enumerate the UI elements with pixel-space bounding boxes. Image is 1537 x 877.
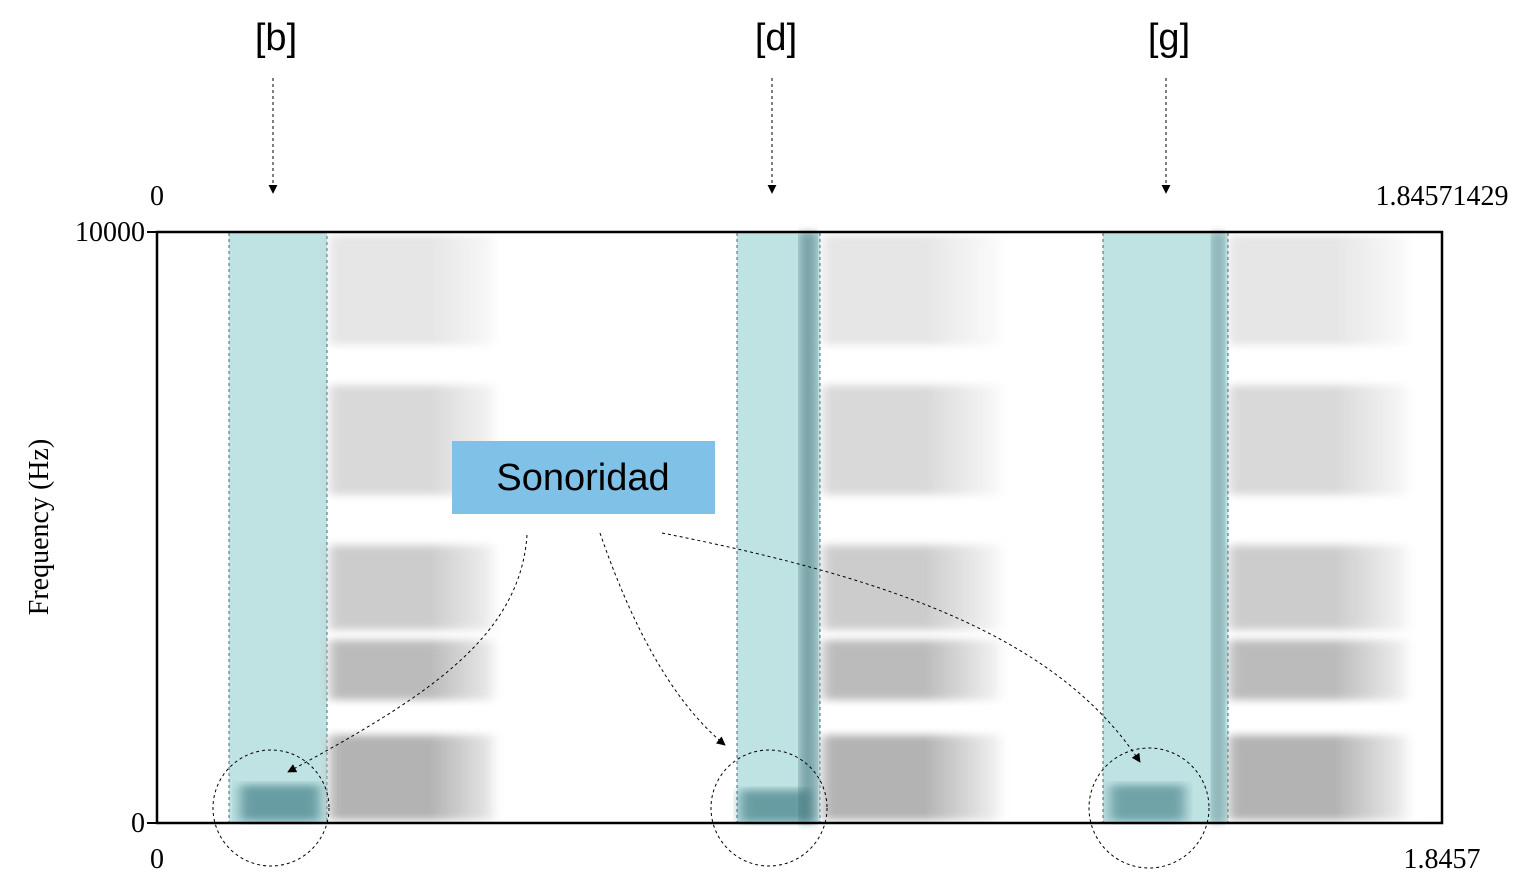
bottom-right-label: 1.8457 xyxy=(1404,844,1481,872)
formant-band xyxy=(822,545,1002,630)
formant-band xyxy=(822,640,1002,700)
segment-label: [d] xyxy=(755,17,797,59)
formant-band xyxy=(328,545,493,630)
callout-box xyxy=(452,441,715,514)
y-bottom-label: 0 xyxy=(131,808,145,839)
formant-band xyxy=(328,735,493,820)
top-left-label: 0 xyxy=(150,181,164,212)
formant-band xyxy=(328,235,493,345)
segment-arrows xyxy=(268,78,1171,194)
formant-band xyxy=(1230,385,1410,495)
vowel-energy xyxy=(328,235,493,820)
formant-band xyxy=(1230,235,1410,345)
formant-band xyxy=(328,640,493,700)
callout-arrows xyxy=(212,532,1210,869)
formant-band xyxy=(822,235,1002,345)
callout-label: Sonoridad xyxy=(496,457,669,499)
formant-band xyxy=(822,735,1002,820)
y-axis-label: Frequency (Hz) xyxy=(24,439,55,615)
y-top-label: 10000 xyxy=(75,217,145,248)
segment-label: [g] xyxy=(1148,17,1190,59)
formant-band xyxy=(1230,545,1410,630)
vowel-energy xyxy=(822,235,1002,820)
bottom-left-label: 0 xyxy=(150,844,164,872)
formant-band xyxy=(1230,640,1410,700)
top-right-label: 1.84571429 xyxy=(1376,181,1509,212)
segment-labels: [b] [d] [g] xyxy=(255,17,1190,59)
formant-band xyxy=(822,385,1002,495)
spectrogram xyxy=(328,235,1410,820)
plot-frame xyxy=(155,230,1444,825)
vowel-energy xyxy=(1230,235,1410,820)
formant-band xyxy=(1230,735,1410,820)
segment-label: [b] xyxy=(255,17,297,59)
voicing-bands xyxy=(228,231,1229,824)
